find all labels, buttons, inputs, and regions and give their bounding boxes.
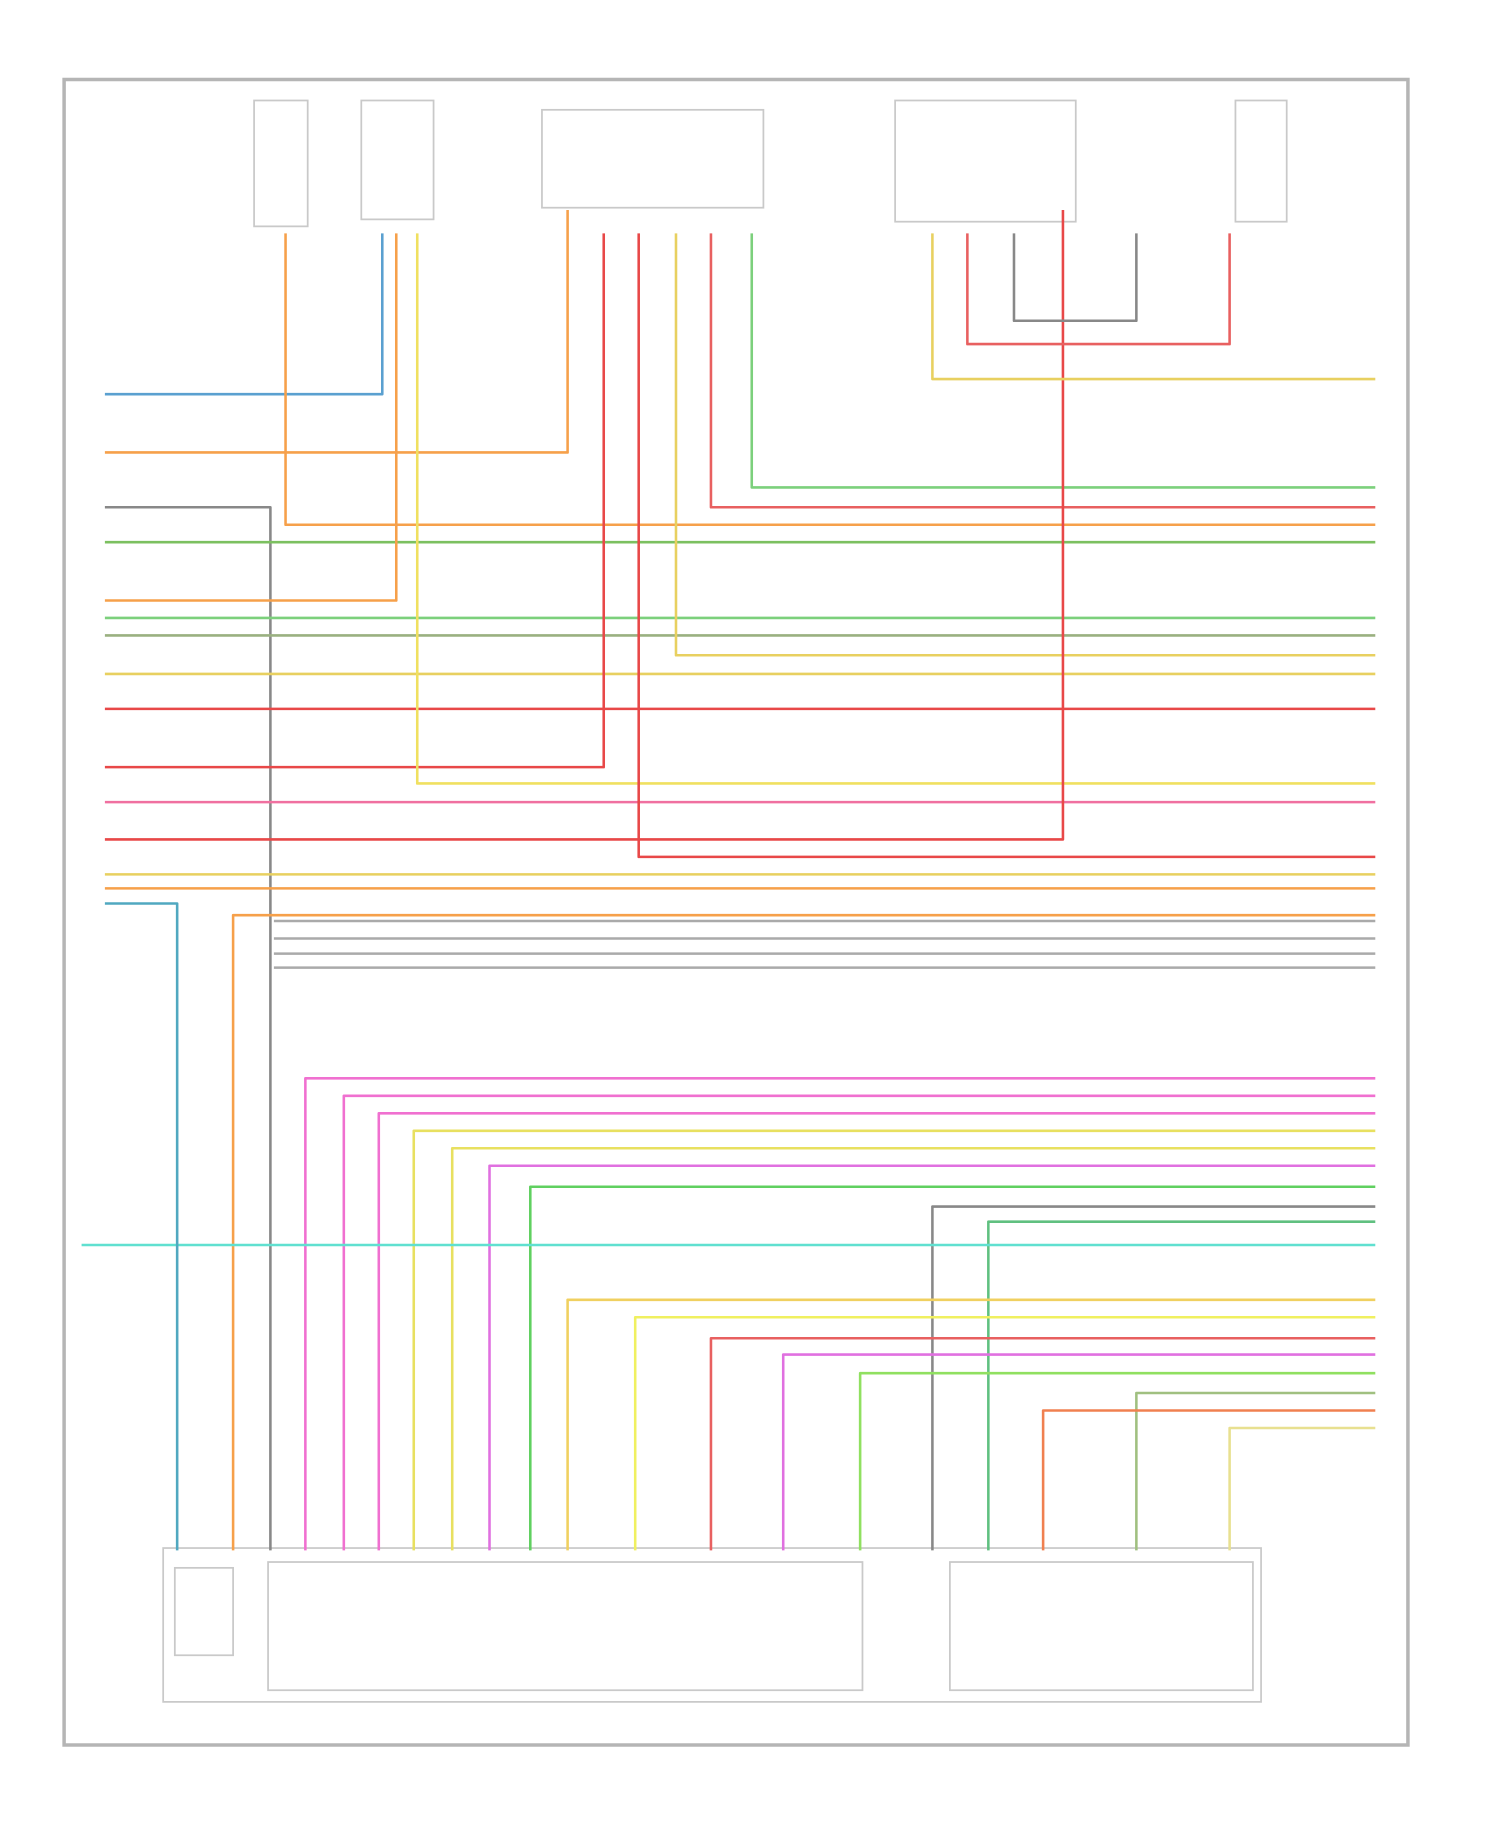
wire [104, 210, 1065, 841]
module [162, 1547, 1262, 1703]
wire [377, 1112, 1376, 1551]
wire [342, 1094, 1376, 1551]
wire [488, 1164, 1376, 1551]
wire [566, 1298, 1376, 1551]
module-part [949, 1561, 1254, 1692]
wire [987, 1220, 1376, 1551]
wire [750, 233, 1376, 489]
connector [541, 108, 765, 209]
wire [104, 210, 569, 454]
wire [529, 1185, 1376, 1551]
wire [674, 233, 1376, 657]
wire [931, 233, 1376, 381]
diagram-frame [62, 77, 1410, 1747]
wire [1012, 233, 1138, 323]
wire [104, 505, 272, 1551]
wire [1041, 1409, 1376, 1551]
module-part [267, 1561, 864, 1692]
connector [253, 99, 309, 228]
wire [633, 1315, 1376, 1551]
wire [104, 233, 398, 602]
wires [81, 210, 1376, 1551]
wire [304, 1077, 1376, 1551]
wire [231, 913, 1376, 1551]
wire [637, 233, 1376, 859]
wire [966, 233, 1231, 346]
wire [104, 233, 384, 396]
wire [709, 233, 1376, 509]
wire [284, 233, 1376, 527]
wire [415, 233, 1376, 785]
wire [450, 1146, 1376, 1551]
wire [104, 233, 606, 769]
wire [1228, 1426, 1376, 1551]
connector [360, 99, 435, 221]
wire [412, 1129, 1376, 1551]
wire [1135, 1391, 1376, 1551]
wire [931, 1205, 1376, 1551]
wire [781, 1353, 1376, 1551]
wire [709, 1336, 1376, 1551]
module-part [173, 1566, 234, 1657]
wire [104, 902, 179, 1551]
connector [1234, 99, 1288, 223]
wire [858, 1371, 1376, 1551]
connector [894, 99, 1077, 223]
